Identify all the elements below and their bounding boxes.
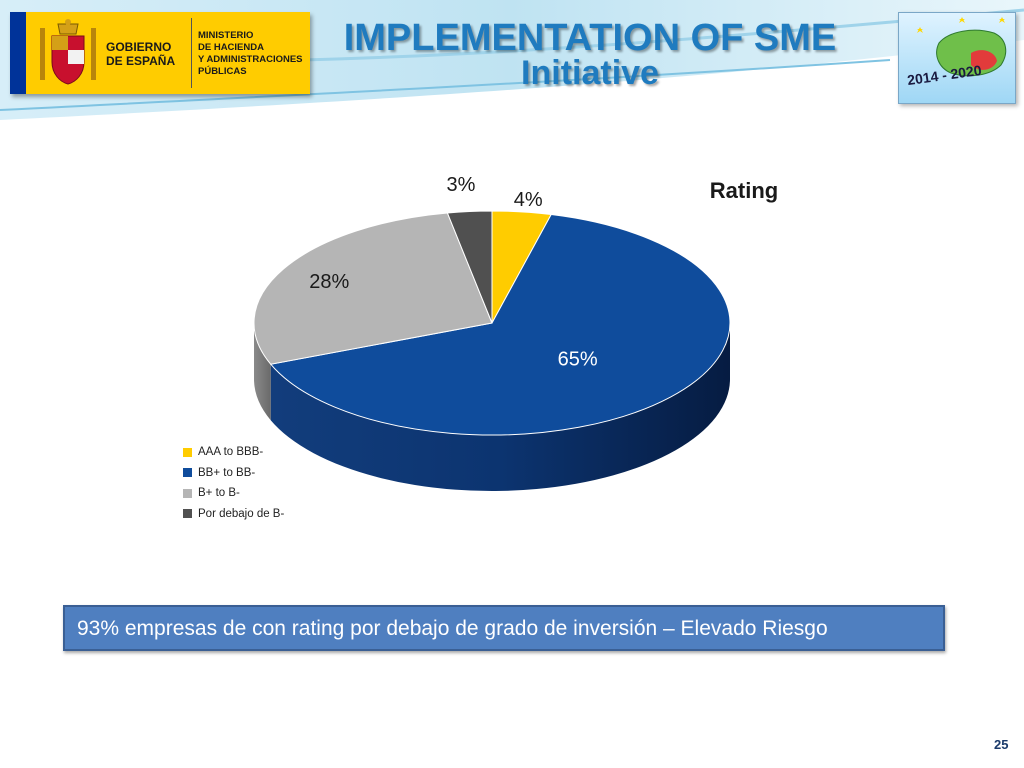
slide-title: IMPLEMENTATION OF SME Initiative bbox=[320, 17, 860, 92]
eu-flag-icon bbox=[10, 12, 26, 94]
spain-map-icon bbox=[917, 17, 1007, 77]
legend-swatch bbox=[183, 447, 192, 457]
legend-swatch bbox=[183, 488, 192, 498]
gobierno-logo: GOBIERNO DE ESPAÑA MINISTERIO DE HACIEND… bbox=[10, 12, 310, 94]
logo-separator bbox=[191, 18, 192, 88]
legend-label: B+ to B- bbox=[198, 487, 240, 500]
legend-label: Por debajo de B- bbox=[198, 507, 285, 520]
chart-title: Rating bbox=[710, 178, 778, 203]
pie-label-aaa-to-bbb: 4% bbox=[514, 189, 543, 211]
legend-swatch bbox=[183, 468, 192, 478]
slide-title-line2: Initiative bbox=[521, 54, 659, 92]
pie-slice-b-to-b bbox=[253, 212, 493, 365]
conclusion-text: 93% empresas de con rating por debajo de… bbox=[77, 617, 828, 640]
pie-label-b-to-b: 28% bbox=[309, 271, 349, 293]
pie-slice-bb-to-bb bbox=[269, 213, 731, 436]
pie-slice-below-b bbox=[446, 210, 493, 324]
slide-title-line1: IMPLEMENTATION OF SME bbox=[343, 17, 837, 59]
spain-coat-of-arms-icon bbox=[40, 19, 96, 85]
pie-label-bb-to-bb: 65% bbox=[558, 349, 598, 371]
rating-pie-chart: 4% 65% 28% 3% Rating bbox=[253, 174, 778, 492]
legend-item-aaa-to-bbb: AAA to BBB- bbox=[183, 442, 284, 463]
legend-item-below-b: Por debajo de B- bbox=[183, 504, 284, 525]
pie-side-bb-to-bb bbox=[270, 323, 730, 492]
chart-legend: AAA to BBB- BB+ to BB- B+ to B- Por debajo … bbox=[183, 442, 284, 524]
legend-swatch bbox=[183, 509, 192, 519]
pie-label-below-b: 3% bbox=[446, 174, 475, 196]
programme-2014-2020-badge: 2014 - 2020 bbox=[898, 12, 1016, 104]
page-number: 25 bbox=[994, 737, 1009, 752]
legend-label: BB+ to BB- bbox=[198, 466, 256, 479]
pie-side-b-to-b bbox=[254, 323, 271, 421]
conclusion-box: 93% empresas de con rating por debajo de… bbox=[63, 605, 945, 651]
legend-label: AAA to BBB- bbox=[198, 446, 264, 459]
legend-item-b-to-b: B+ to B- bbox=[183, 483, 284, 504]
ministerio-text: MINISTERIO DE HACIENDA Y ADMINISTRACIONE… bbox=[198, 30, 303, 77]
gobierno-text: GOBIERNO DE ESPAÑA bbox=[106, 40, 176, 68]
legend-item-bb-to-bb: BB+ to BB- bbox=[183, 463, 284, 484]
